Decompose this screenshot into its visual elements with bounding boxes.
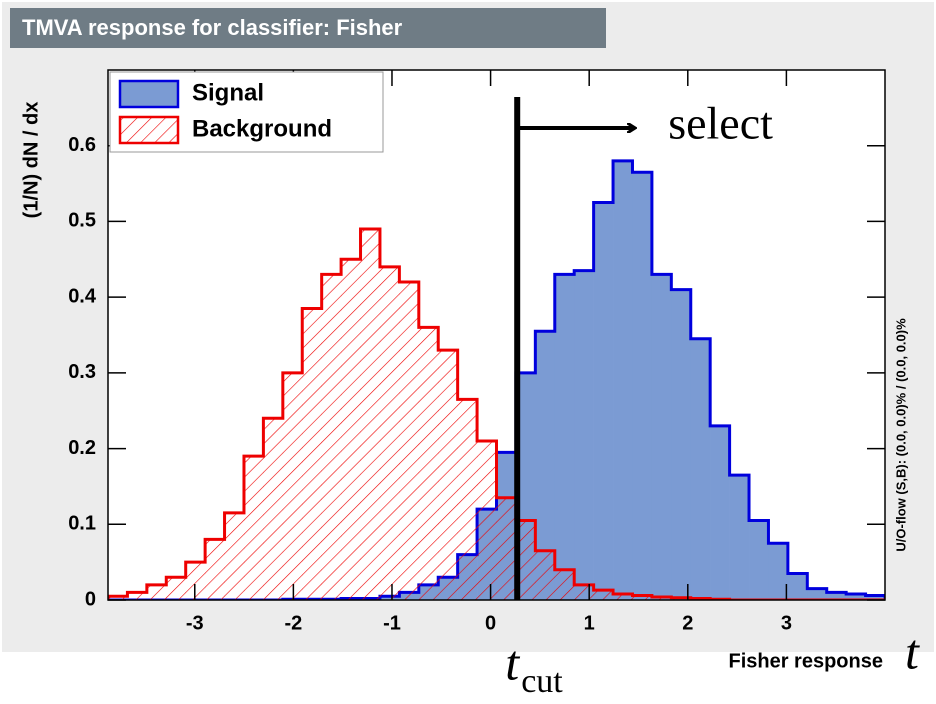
histogram-bar (341, 259, 361, 600)
histogram-bar (496, 497, 517, 600)
histogram-bar (807, 588, 828, 600)
y-tick-label: 0.1 (68, 513, 96, 535)
histogram-bar (651, 596, 672, 600)
y-tick-label: 0.5 (68, 210, 96, 232)
histogram-bar (593, 202, 614, 600)
histogram-bar (127, 592, 148, 600)
cut-label: t (505, 634, 520, 690)
axis-symbol: t (905, 623, 920, 679)
histogram-bar (768, 543, 789, 600)
histogram-bar (535, 550, 556, 600)
histogram-bar (185, 562, 206, 600)
overflow-note: U/O-flow (S,B): (0.0, 0.0)% / (0.0, 0.0)… (893, 318, 908, 552)
y-tick-label: 0.4 (68, 285, 97, 307)
histogram-bar (535, 331, 556, 600)
histogram-bar (632, 595, 653, 600)
histogram-bar (632, 172, 653, 600)
histogram-bar (224, 512, 245, 600)
histogram-bar (418, 327, 439, 600)
histogram-bar (438, 350, 458, 600)
histogram-bar (554, 274, 575, 600)
histogram-bar (379, 266, 400, 600)
histogram-bar (282, 372, 303, 600)
y-tick-label: 0 (85, 588, 96, 610)
y-tick-label: 0.6 (68, 134, 96, 156)
histogram-bar (477, 441, 497, 600)
histogram-bar (554, 569, 575, 600)
histogram-bar (613, 593, 633, 600)
y-tick-label: 0.2 (68, 437, 96, 459)
legend-label: Signal (192, 79, 264, 106)
histogram-bar (574, 584, 594, 600)
histogram-bar (399, 282, 420, 600)
plot-frame (107, 69, 886, 601)
legend-swatch (118, 115, 180, 145)
histogram-bar (593, 590, 614, 600)
histogram-bar (574, 270, 594, 600)
legend-label: Background (192, 115, 332, 142)
histogram-bar (787, 573, 808, 600)
histogram-bar (243, 456, 264, 600)
histogram-bar (671, 289, 692, 600)
x-tick-label: -2 (284, 612, 302, 634)
x-tick-label: 2 (682, 612, 693, 634)
x-tick-label: 0 (485, 612, 496, 634)
histogram-bar (457, 399, 478, 600)
histogram-bar (108, 596, 128, 600)
histogram-bar (263, 418, 284, 600)
histogram-bar (613, 160, 633, 600)
select-label: select (668, 98, 773, 149)
histogram-bar (729, 475, 750, 600)
histogram-bar (360, 229, 381, 600)
x-tick-label: 1 (584, 612, 595, 634)
chart-title: TMVA response for classifier: Fisher (22, 15, 403, 40)
x-tick-label: -1 (383, 612, 401, 634)
histogram-bar (690, 338, 711, 600)
x-axis-label: Fisher response (728, 650, 883, 672)
histogram-bar (515, 520, 536, 600)
histogram-bar (846, 593, 866, 600)
histogram-outline (108, 227, 885, 600)
x-tick-label: -3 (186, 612, 204, 634)
histogram-bar (651, 274, 672, 600)
legend-swatch (118, 79, 180, 109)
cut-label-sub: cut (521, 663, 563, 700)
histogram-bar (321, 274, 342, 600)
histogram-bar (302, 308, 322, 600)
title-box (10, 8, 606, 48)
histogram-bar (749, 520, 769, 600)
histogram-bar (865, 595, 885, 600)
y-axis-label: (1/N) dN / dx (20, 102, 42, 219)
x-tick-label: 3 (781, 612, 792, 634)
histogram-bar (826, 592, 847, 600)
histogram-layer (108, 159, 885, 600)
histogram-bar (146, 584, 167, 600)
y-tick-label: 0.3 (68, 361, 96, 383)
histogram-bar (205, 539, 225, 600)
histogram-bar (166, 577, 186, 600)
histogram-bar (710, 425, 730, 600)
